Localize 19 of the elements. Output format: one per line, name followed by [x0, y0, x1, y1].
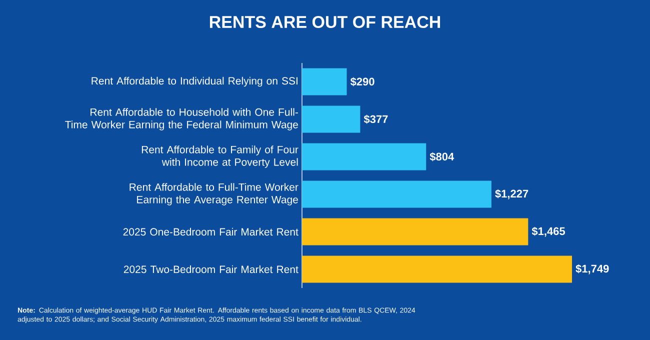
data-label: $804: [430, 152, 454, 162]
chart-title: RENTS ARE OUT OF REACH: [210, 16, 440, 28]
bar: [302, 180, 492, 208]
data-label: $1,465: [532, 226, 566, 237]
y-tick-label: Rent Affordable to Full-Time Worker Earning the Average Renter Wage: [130, 183, 298, 206]
y-tick-label: 2025 Two-Bedroom Fair Market Rent: [124, 265, 298, 274]
bar: [302, 106, 360, 133]
data-label: $1,749: [576, 264, 609, 274]
y-tick-label: Rent Affordable to Family of Four with Income at Poverty Level: [142, 146, 298, 168]
bar: [302, 68, 347, 96]
data-label: $290: [350, 77, 374, 86]
bar: [302, 218, 528, 246]
y-tick-label: Rent Affordable to Household with One Full-Time Worker Earning the Federal Minimum Wage: [65, 108, 298, 130]
y-tick-label: 2025 One-Bedroom Fair Market Rent: [123, 228, 298, 236]
data-label: $1,227: [495, 189, 528, 200]
bar: [302, 256, 572, 283]
y-tick-label: Rent Affordable to Individual Relying on SSI: [92, 76, 298, 87]
data-label: $377: [364, 114, 388, 124]
bar: [302, 143, 426, 170]
